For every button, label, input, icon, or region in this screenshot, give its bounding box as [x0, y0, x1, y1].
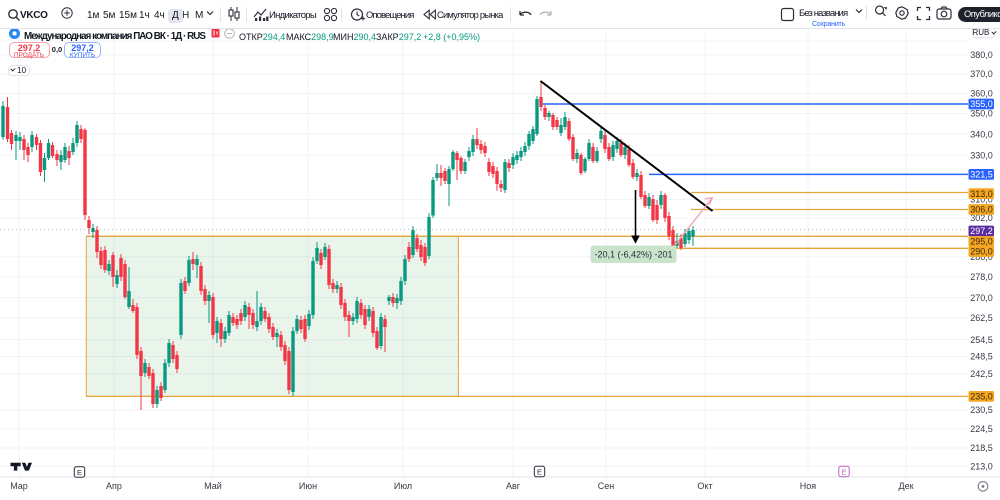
svg-text:310,0: 310,0 [970, 195, 993, 205]
svg-text:360,0: 360,0 [970, 89, 993, 99]
svg-text:370,0: 370,0 [970, 69, 993, 79]
svg-text:224,5: 224,5 [970, 424, 993, 434]
svg-text:270,0: 270,0 [970, 293, 993, 303]
svg-text:242,5: 242,5 [970, 369, 993, 379]
svg-text:313,0: 313,0 [970, 189, 993, 199]
svg-text:254,5: 254,5 [970, 335, 993, 345]
svg-text:Апр: Апр [106, 481, 122, 491]
svg-text:295,0: 295,0 [970, 237, 993, 247]
svg-text:355,0: 355,0 [970, 99, 993, 109]
svg-text:Сен: Сен [598, 481, 615, 491]
svg-text:Ноя: Ноя [800, 481, 817, 491]
svg-text:248,5: 248,5 [970, 352, 993, 362]
svg-text:262,5: 262,5 [970, 313, 993, 323]
svg-text:Июн: Июн [299, 481, 317, 491]
svg-text:Окт: Окт [697, 481, 712, 491]
svg-text:Мар: Мар [10, 481, 28, 491]
svg-text:380,0: 380,0 [970, 50, 993, 60]
svg-text:218,5: 218,5 [970, 443, 993, 453]
svg-text:286,0: 286,0 [970, 252, 993, 262]
svg-text:Авг: Авг [506, 481, 521, 491]
svg-text:321,5: 321,5 [970, 170, 993, 180]
svg-text:E: E [537, 467, 542, 476]
svg-text:290,0: 290,0 [970, 247, 993, 257]
svg-text:Май: Май [204, 481, 222, 491]
svg-text:306,0: 306,0 [970, 205, 993, 215]
svg-text:340,0: 340,0 [970, 129, 993, 139]
svg-text:330,0: 330,0 [970, 150, 993, 160]
svg-text:230,5: 230,5 [970, 405, 993, 415]
svg-text:Дек: Дек [898, 481, 913, 491]
svg-text:350,0: 350,0 [970, 109, 993, 119]
svg-text:213,0: 213,0 [970, 461, 993, 471]
svg-text:235,0: 235,0 [970, 392, 993, 402]
svg-text:Июл: Июл [394, 481, 412, 491]
svg-text:278,0: 278,0 [970, 272, 993, 282]
svg-text:E: E [77, 468, 82, 477]
svg-text:E: E [841, 467, 846, 476]
svg-text:302,0: 302,0 [970, 213, 993, 223]
svg-text:-20,1 (-6,42%) -201: -20,1 (-6,42%) -201 [594, 250, 672, 260]
svg-text:297,2: 297,2 [970, 226, 993, 236]
